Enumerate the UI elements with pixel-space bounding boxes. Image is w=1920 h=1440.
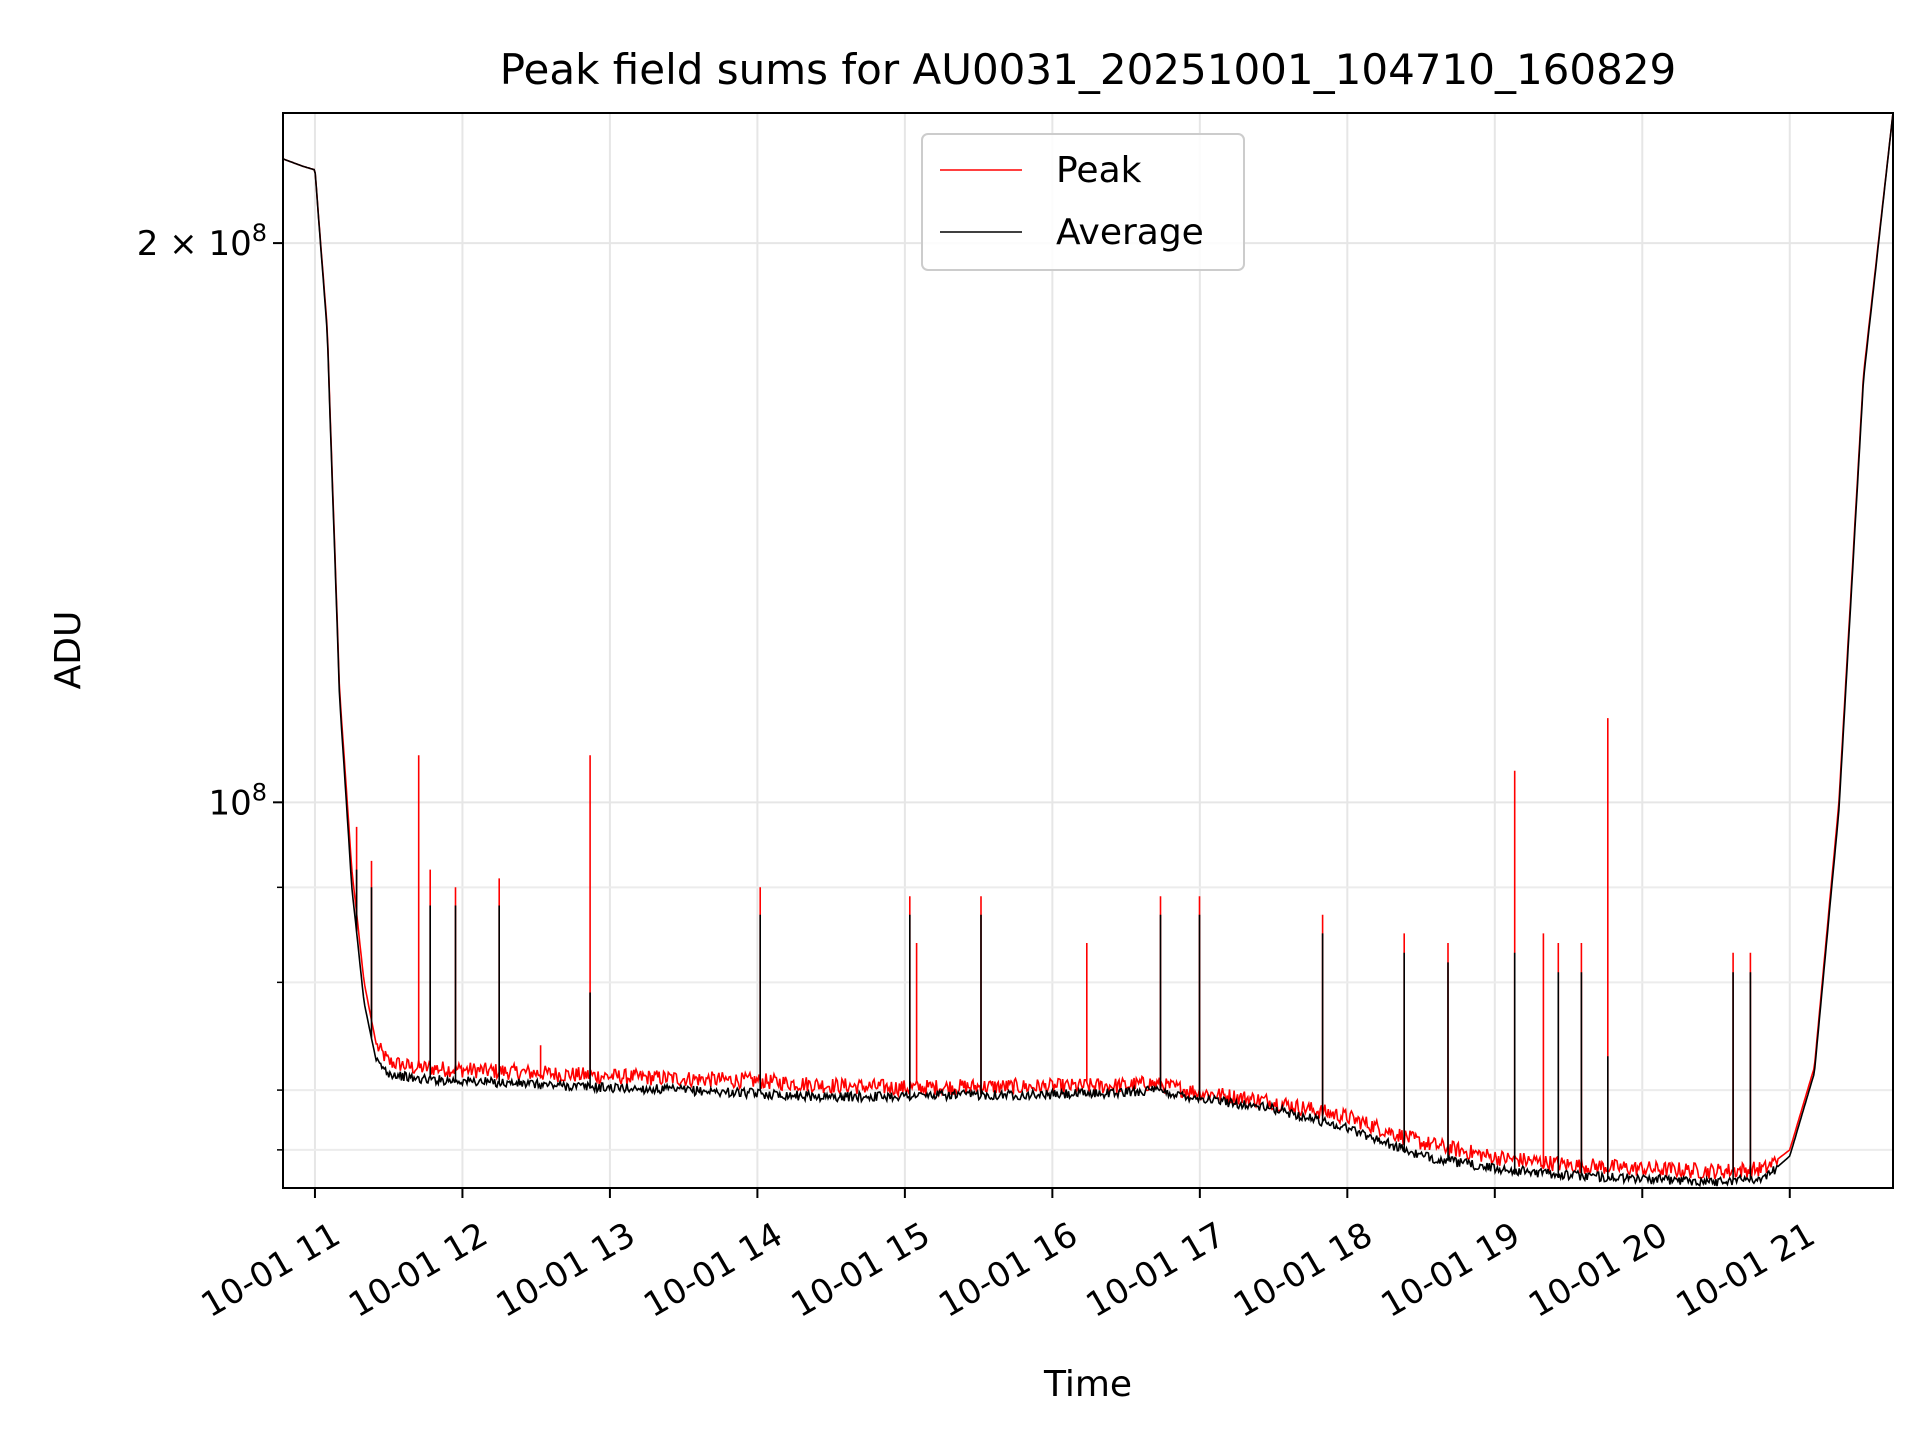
x-tick-label: 10-01 16 <box>932 1215 1084 1326</box>
series-line-average <box>283 113 1893 1188</box>
x-tick-label: 10-01 11 <box>195 1215 347 1326</box>
x-tick-label: 10-01 20 <box>1522 1215 1674 1326</box>
legend-label-average: Average <box>1056 212 1204 253</box>
y-axis-label: ADU <box>48 611 89 690</box>
x-tick-label: 10-01 14 <box>637 1215 789 1326</box>
x-axis-label: Time <box>1043 1364 1132 1405</box>
grid-lines <box>283 113 1893 1188</box>
x-tick-label: 10-01 17 <box>1080 1215 1232 1326</box>
y-tick-label: 2 × 108 <box>137 219 267 264</box>
y-axis-ticks: 108 2 × 108 <box>137 219 283 1151</box>
legend: Peak Average <box>921 133 1245 271</box>
y-tick-label: 108 <box>208 778 267 823</box>
x-tick-label: 10-01 12 <box>342 1215 494 1326</box>
x-tick-label: 10-01 15 <box>785 1215 937 1326</box>
x-tick-label: 10-01 21 <box>1669 1215 1821 1326</box>
plot-series <box>283 113 1893 1188</box>
x-tick-label: 10-01 18 <box>1227 1215 1379 1326</box>
x-tick-label: 10-01 19 <box>1375 1215 1527 1326</box>
x-tick-label: 10-01 13 <box>490 1215 642 1326</box>
legend-label-peak: Peak <box>1056 150 1142 191</box>
series-line-peak <box>283 113 1893 1180</box>
chart-title: Peak field sums for AU0031_20251001_1047… <box>500 45 1677 94</box>
plot-frame <box>282 112 1894 1189</box>
legend-box <box>921 133 1245 271</box>
